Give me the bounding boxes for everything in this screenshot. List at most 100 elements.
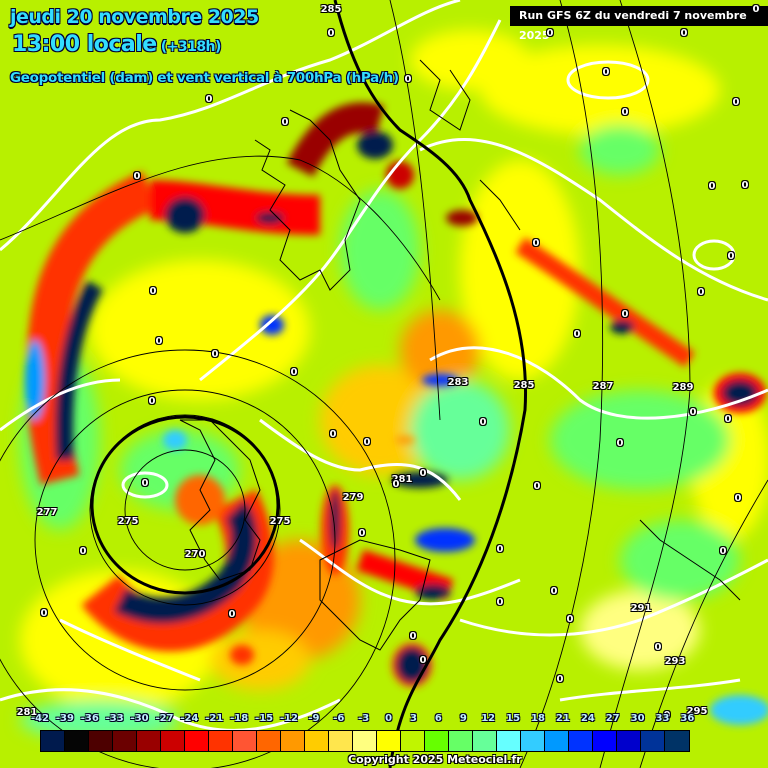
colorbar-swatch bbox=[497, 731, 521, 751]
colorbar-tick-label: -33 bbox=[105, 713, 124, 724]
colorbar-swatch bbox=[593, 731, 617, 751]
colorbar-tick-label: -39 bbox=[55, 713, 74, 724]
geopotential-label: 285 bbox=[513, 380, 535, 391]
zero-contour-label: 0 bbox=[546, 28, 554, 39]
zero-contour-label: 0 bbox=[708, 181, 716, 192]
zero-contour-label: 0 bbox=[719, 546, 727, 557]
colorbar-tick-label: 36 bbox=[680, 713, 695, 724]
geopotential-label: 279 bbox=[342, 492, 364, 503]
zero-contour-label: 0 bbox=[689, 407, 697, 418]
zero-contour-label: 0 bbox=[663, 710, 671, 721]
zero-contour-label: 0 bbox=[79, 546, 87, 557]
zero-contour-label: 0 bbox=[621, 309, 629, 320]
colorbar-tick-label: -3 bbox=[358, 713, 370, 724]
colorbar-tick-label: -9 bbox=[308, 713, 320, 724]
colorbar-swatch bbox=[545, 731, 569, 751]
zero-contour-label: 0 bbox=[290, 367, 298, 378]
colorbar-tick-label: -36 bbox=[80, 713, 99, 724]
zero-contour-label: 0 bbox=[496, 597, 504, 608]
colorbar-tick-label: 0 bbox=[385, 713, 393, 724]
zero-contour-label: 0 bbox=[148, 396, 156, 407]
colorbar-swatch bbox=[41, 731, 65, 751]
colorbar-tick-labels: -42 -39 -36 -33 -30 -27 -24 -21 -18 -15 -12 -9 -6 -3 0… bbox=[31, 713, 740, 727]
colorbar-tick-label: -21 bbox=[205, 713, 224, 724]
colorbar-swatch bbox=[569, 731, 593, 751]
colorbar-tick-label: -6 bbox=[333, 713, 345, 724]
geopotential-label: 277 bbox=[36, 507, 58, 518]
forecast-local-time: 13:00 locale bbox=[12, 32, 157, 57]
colorbar-swatch bbox=[401, 731, 425, 751]
colorbar-tick-label: -27 bbox=[155, 713, 174, 724]
colorbar-swatch bbox=[257, 731, 281, 751]
colorbar-tick-label: 27 bbox=[605, 713, 620, 724]
colorbar-swatch bbox=[113, 731, 137, 751]
zero-contour-label: 0 bbox=[363, 437, 371, 448]
zero-contour-label: 0 bbox=[149, 286, 157, 297]
colorbar-swatch bbox=[209, 731, 233, 751]
zero-contour-label: 0 bbox=[573, 329, 581, 340]
zero-contour-label: 0 bbox=[40, 608, 48, 619]
parameter-title: Geopotentiel (dam) et vent vertical à 70… bbox=[10, 70, 399, 86]
colorbar-tick-label: 24 bbox=[580, 713, 595, 724]
zero-contour-label: 0 bbox=[228, 609, 236, 620]
colorbar-tick-label: -24 bbox=[180, 713, 199, 724]
zero-contour-label: 0 bbox=[419, 468, 427, 479]
zero-contour-label: 0 bbox=[404, 74, 412, 85]
coastlines bbox=[179, 59, 741, 651]
colorbar-swatch bbox=[449, 731, 473, 751]
zero-contour-label: 0 bbox=[205, 94, 213, 105]
colorbar-tick-label: -15 bbox=[255, 713, 274, 724]
colorbar-swatch bbox=[281, 731, 305, 751]
zero-contour-label: 0 bbox=[532, 238, 540, 249]
geopotential-label: 270 bbox=[184, 549, 206, 560]
colorbar-tick-label: 15 bbox=[506, 713, 521, 724]
zero-contour-label: 0 bbox=[697, 287, 705, 298]
colorbar-swatch bbox=[89, 731, 113, 751]
colorbar-swatch bbox=[665, 731, 689, 751]
colorbar-tick-label: 21 bbox=[555, 713, 570, 724]
zero-contour-label: 0 bbox=[211, 349, 219, 360]
zero-contour-label: 0 bbox=[358, 528, 366, 539]
zero-contour-label: 0 bbox=[533, 481, 541, 492]
colorbar-swatch bbox=[65, 731, 89, 751]
colorbar-tick-label: 3 bbox=[410, 713, 417, 724]
ascent-bands bbox=[25, 102, 768, 725]
colorbar-tick-label: -12 bbox=[279, 713, 299, 724]
zero-contour-label: 0 bbox=[616, 438, 624, 449]
colorbar-tick-label: 6 bbox=[434, 713, 442, 724]
zero-contour-label: 0 bbox=[654, 642, 662, 653]
colorbar-swatch bbox=[353, 731, 377, 751]
thick-geopotential-contours bbox=[90, 0, 528, 768]
zero-contour-label: 0 bbox=[621, 107, 629, 118]
zero-contour-label: 0 bbox=[329, 429, 337, 440]
copyright-text: Copyright 2025 Meteociel.fr bbox=[348, 753, 522, 766]
zero-contour-label: 0 bbox=[727, 251, 735, 262]
zero-contour-label: 0 bbox=[556, 674, 564, 685]
geopotential-label: 293 bbox=[664, 656, 686, 667]
zero-contour-label: 0 bbox=[419, 655, 427, 666]
zero-contour-label: 0 bbox=[479, 417, 487, 428]
model-run-label: Run GFS 6Z du vendredi 7 novembre 2025 bbox=[510, 6, 768, 42]
zero-contour-label: 0 bbox=[602, 67, 610, 78]
zero-contour-label: 0 bbox=[732, 97, 740, 108]
colorbar-swatch bbox=[137, 731, 161, 751]
forecast-lead-time: (+318h) bbox=[160, 39, 222, 55]
colorbar-tick-label: 18 bbox=[531, 713, 545, 724]
geopotential-label: 275 bbox=[117, 516, 139, 527]
zero-contour-label: 0 bbox=[141, 478, 149, 489]
zero-contour-label: 0 bbox=[734, 493, 742, 504]
colorbar-swatch bbox=[521, 731, 545, 751]
colorbar-tick-label: 12 bbox=[481, 713, 496, 724]
zero-contour-label: 0 bbox=[155, 336, 163, 347]
geopotential-label: 289 bbox=[672, 382, 694, 393]
forecast-date: jeudi 20 novembre 2025 bbox=[10, 6, 259, 28]
zero-contour-label: 0 bbox=[550, 586, 558, 597]
zero-contour-label: 0 bbox=[724, 414, 732, 425]
geopotential-label: 285 bbox=[320, 4, 342, 15]
zero-contour-label: 0 bbox=[496, 544, 504, 555]
zero-contour-label: 0 bbox=[741, 180, 749, 191]
colorbar-swatch bbox=[329, 731, 353, 751]
colorbar-tick-label: 33 bbox=[655, 713, 670, 724]
geopotential-label: 275 bbox=[269, 516, 291, 527]
